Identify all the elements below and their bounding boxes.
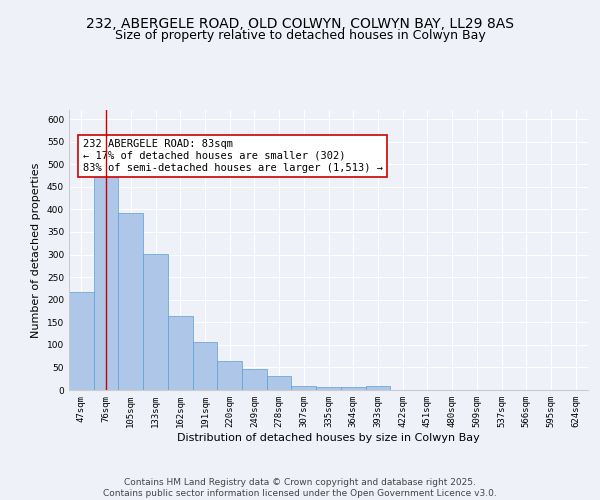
Text: Size of property relative to detached houses in Colwyn Bay: Size of property relative to detached ho… <box>115 29 485 42</box>
Bar <box>365 386 390 390</box>
Bar <box>341 387 365 390</box>
Bar <box>94 173 118 390</box>
Text: 232 ABERGELE ROAD: 83sqm
← 17% of detached houses are smaller (302)
83% of semi-: 232 ABERGELE ROAD: 83sqm ← 17% of detach… <box>83 140 383 172</box>
Bar <box>143 254 168 390</box>
Bar <box>217 361 242 390</box>
Bar <box>118 212 143 390</box>
Bar <box>168 316 193 390</box>
Bar <box>292 386 316 390</box>
Bar <box>316 388 341 390</box>
Text: Contains HM Land Registry data © Crown copyright and database right 2025.
Contai: Contains HM Land Registry data © Crown c… <box>103 478 497 498</box>
Y-axis label: Number of detached properties: Number of detached properties <box>31 162 41 338</box>
Text: 232, ABERGELE ROAD, OLD COLWYN, COLWYN BAY, LL29 8AS: 232, ABERGELE ROAD, OLD COLWYN, COLWYN B… <box>86 18 514 32</box>
Bar <box>267 376 292 390</box>
Bar <box>242 369 267 390</box>
X-axis label: Distribution of detached houses by size in Colwyn Bay: Distribution of detached houses by size … <box>177 432 480 442</box>
Bar <box>69 292 94 390</box>
Bar <box>193 342 217 390</box>
